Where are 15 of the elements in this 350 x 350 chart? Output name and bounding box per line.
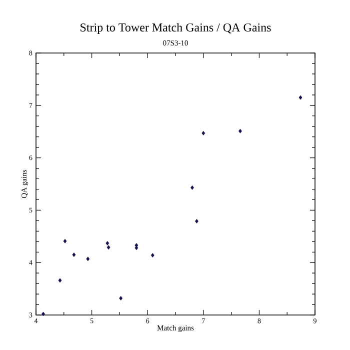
point [63,238,67,244]
point [119,296,123,300]
point [150,253,154,258]
point [298,95,302,100]
point [72,252,76,257]
point [190,185,194,190]
point [238,128,242,134]
point [106,241,110,246]
point [106,245,110,250]
point [42,312,45,316]
point [58,278,62,283]
point [202,130,206,136]
chart-title: Strip to Tower Match Gains / QA Gains [80,23,271,34]
point [86,256,90,262]
point [195,219,198,224]
